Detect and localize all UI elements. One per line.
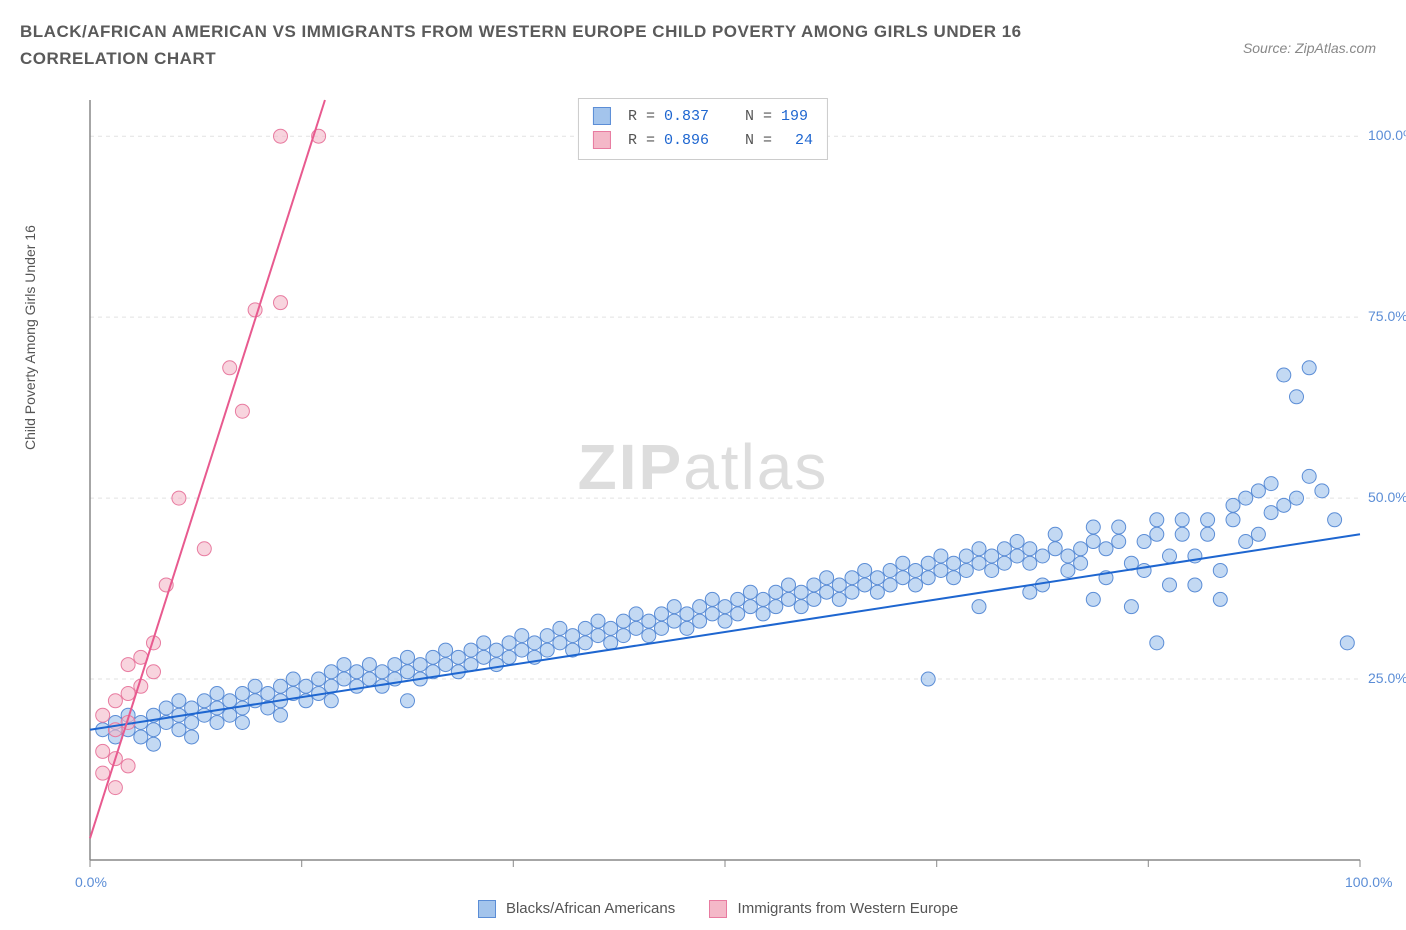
swatch-series-1 (593, 107, 611, 125)
r-value-2: 0.896 (664, 132, 709, 149)
chart-area (60, 90, 1380, 880)
stats-row-series-2: R = 0.896 N = 24 (593, 129, 813, 153)
x-tick-label: 100.0% (1345, 874, 1392, 890)
stats-row-series-1: R = 0.837 N = 199 (593, 105, 813, 129)
r-value-1: 0.837 (664, 108, 709, 125)
correlation-stats-box: R = 0.837 N = 199 R = 0.896 N = 24 (578, 98, 828, 160)
y-tick-label: 100.0% (1368, 127, 1406, 143)
chart-title: BLACK/AFRICAN AMERICAN VS IMMIGRANTS FRO… (20, 18, 1120, 72)
source-attribution: Source: ZipAtlas.com (1243, 40, 1376, 56)
x-tick-label: 0.0% (75, 874, 107, 890)
scatter-chart (60, 90, 1380, 880)
legend-label-2: Immigrants from Western Europe (738, 900, 959, 917)
n-value-2: 24 (781, 129, 813, 153)
legend-label-1: Blacks/African Americans (506, 900, 675, 917)
n-value-1: 199 (781, 108, 808, 125)
legend: Blacks/African Americans Immigrants from… (0, 900, 1406, 918)
legend-swatch-1 (478, 900, 496, 918)
swatch-series-2 (593, 131, 611, 149)
y-tick-label: 50.0% (1368, 489, 1406, 505)
legend-swatch-2 (709, 900, 727, 918)
y-tick-label: 25.0% (1368, 670, 1406, 686)
y-axis-label: Child Poverty Among Girls Under 16 (22, 225, 38, 450)
y-tick-label: 75.0% (1368, 308, 1406, 324)
